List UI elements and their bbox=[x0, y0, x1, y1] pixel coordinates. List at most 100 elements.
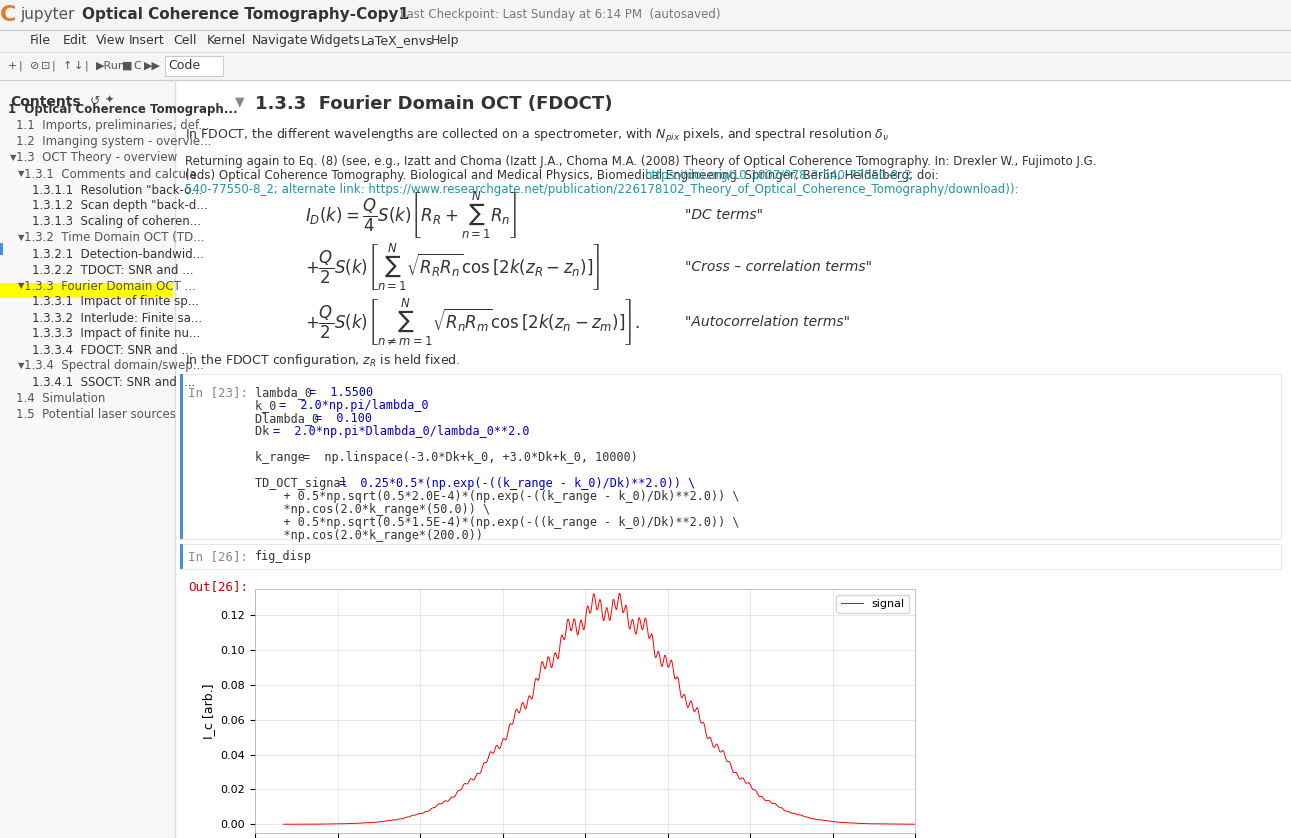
Text: Last Checkpoint: Last Sunday at 6:14 PM  (autosaved): Last Checkpoint: Last Sunday at 6:14 PM … bbox=[400, 8, 720, 22]
Text: 1.3.3.1  Impact of finite sp...: 1.3.3.1 Impact of finite sp... bbox=[32, 296, 199, 308]
Y-axis label: I_c [arb.]: I_c [arb.] bbox=[201, 683, 216, 739]
Text: 1.3.4.1  SSOCT: SNR and l...: 1.3.4.1 SSOCT: SNR and l... bbox=[32, 375, 195, 389]
Text: In [26]:: In [26]: bbox=[188, 550, 248, 563]
Text: In the FDOCT configuration, $z_R$ is held fixed.: In the FDOCT configuration, $z_R$ is hel… bbox=[185, 352, 461, 369]
Bar bbox=[179, 374, 1281, 539]
Text: =  np.linspace(-3.0*Dk+k_0, +3.0*Dk+k_0, 10000): = np.linspace(-3.0*Dk+k_0, +3.0*Dk+k_0, … bbox=[303, 451, 638, 464]
Text: =  0.25*0.5*(np.exp(-((k_range - k_0)/Dk)**2.0)) \: = 0.25*0.5*(np.exp(-((k_range - k_0)/Dk)… bbox=[340, 477, 696, 490]
Text: 1.3.3.2  Interlude: Finite sa...: 1.3.3.2 Interlude: Finite sa... bbox=[32, 312, 203, 324]
Text: "DC terms": "DC terms" bbox=[686, 208, 763, 222]
Text: https://doi.org/10.1007/978-3-540-77550-8_2: https://doi.org/10.1007/978-3-540-77550-… bbox=[646, 169, 913, 182]
Text: Insert: Insert bbox=[128, 34, 164, 48]
Text: ▶Run: ▶Run bbox=[96, 61, 127, 71]
Text: + 0.5*np.sqrt(0.5*2.0E-4)*(np.exp(-((k_range - k_0)/Dk)**2.0)) \: + 0.5*np.sqrt(0.5*2.0E-4)*(np.exp(-((k_r… bbox=[256, 490, 740, 503]
Text: 1.3.1.2  Scan depth "back-d...: 1.3.1.2 Scan depth "back-d... bbox=[32, 199, 208, 213]
Text: Cell: Cell bbox=[173, 34, 198, 48]
Text: $+ \dfrac{Q}{2}S(k)\left[\sum_{n \neq m=1}^{N} \sqrt{R_n R_m}\cos\left[2k(z_n - : $+ \dfrac{Q}{2}S(k)\left[\sum_{n \neq m=… bbox=[305, 297, 640, 348]
Text: lambda_0: lambda_0 bbox=[256, 386, 319, 399]
Text: 1.5  Potential laser sources: 1.5 Potential laser sources bbox=[15, 407, 176, 421]
Text: *np.cos(2.0*k_range*(50.0)) \: *np.cos(2.0*k_range*(50.0)) \ bbox=[256, 503, 491, 516]
Text: File: File bbox=[30, 34, 52, 48]
signal bbox=[302, 819, 318, 829]
signal bbox=[888, 819, 904, 829]
Text: $I_D(k) = \dfrac{Q}{4}S(k)\left[R_R + \sum_{n=1}^{N} R_n\right]$: $I_D(k) = \dfrac{Q}{4}S(k)\left[R_R + \s… bbox=[305, 189, 518, 241]
Text: Contents: Contents bbox=[10, 95, 80, 109]
Text: Edit: Edit bbox=[63, 34, 86, 48]
Text: ▶▶: ▶▶ bbox=[145, 61, 161, 71]
Text: ▼: ▼ bbox=[18, 282, 25, 291]
Text: |: | bbox=[85, 60, 89, 71]
Text: Navigate: Navigate bbox=[252, 34, 309, 48]
Line: signal: signal bbox=[284, 593, 931, 825]
signal bbox=[612, 588, 627, 598]
Text: Dk: Dk bbox=[256, 425, 276, 438]
signal bbox=[403, 811, 418, 821]
Text: Kernel: Kernel bbox=[207, 34, 245, 48]
Text: Code: Code bbox=[168, 59, 200, 73]
Bar bbox=[0, 243, 3, 255]
Text: 1.3.1.1  Resolution "back-o...: 1.3.1.1 Resolution "back-o... bbox=[32, 184, 203, 196]
Text: ✦: ✦ bbox=[105, 95, 115, 105]
Text: 540-77550-8_2; alternate link: https://www.researchgate.net/publication/22617810: 540-77550-8_2; alternate link: https://w… bbox=[185, 183, 1019, 196]
Legend: signal: signal bbox=[837, 594, 909, 613]
Text: k_range: k_range bbox=[256, 451, 312, 464]
Bar bbox=[179, 374, 183, 539]
Text: ■: ■ bbox=[123, 61, 133, 71]
Text: Help: Help bbox=[431, 34, 460, 48]
Bar bbox=[0, 80, 176, 838]
Text: 1.3.1  Comments and calcula...: 1.3.1 Comments and calcula... bbox=[25, 168, 208, 180]
Text: In FDOCT, the different wavelengths are collected on a spectrometer, with $N_{pi: In FDOCT, the different wavelengths are … bbox=[185, 127, 889, 145]
Text: 1.3  OCT Theory - overview: 1.3 OCT Theory - overview bbox=[15, 152, 177, 164]
Text: 1.1  Imports, preliminaries, def...: 1.1 Imports, preliminaries, def... bbox=[15, 120, 209, 132]
signal bbox=[315, 819, 330, 829]
Text: ⊘: ⊘ bbox=[30, 61, 39, 71]
signal bbox=[923, 820, 939, 830]
Text: ▼: ▼ bbox=[18, 234, 25, 242]
Text: C: C bbox=[0, 5, 17, 25]
Bar bbox=[179, 544, 1281, 569]
Text: TD_OCT_signal: TD_OCT_signal bbox=[256, 477, 355, 490]
Text: Out[26]:: Out[26]: bbox=[188, 580, 248, 593]
Text: 1.3.3.3  Impact of finite nu...: 1.3.3.3 Impact of finite nu... bbox=[32, 328, 200, 340]
Text: jupyter: jupyter bbox=[19, 8, 75, 23]
Text: *np.cos(2.0*k_range*(200.0)): *np.cos(2.0*k_range*(200.0)) bbox=[256, 529, 483, 542]
Text: 1.3.2.2  TDOCT: SNR and ...: 1.3.2.2 TDOCT: SNR and ... bbox=[32, 263, 194, 277]
Text: 1.3.1.3  Scaling of coheren...: 1.3.1.3 Scaling of coheren... bbox=[32, 215, 201, 229]
Text: ↑: ↑ bbox=[63, 61, 72, 71]
Text: 1.2  Imanging system - overvie...: 1.2 Imanging system - overvie... bbox=[15, 136, 212, 148]
Text: 1.3.4  Spectral domain/swep...: 1.3.4 Spectral domain/swep... bbox=[25, 360, 204, 373]
Text: "Autocorrelation terms": "Autocorrelation terms" bbox=[686, 315, 849, 329]
Text: ▼: ▼ bbox=[10, 153, 17, 163]
Text: |: | bbox=[52, 60, 56, 71]
signal bbox=[593, 594, 608, 604]
Text: Returning again to Eq. (8) (see, e.g., Izatt and Choma (Izatt J.A., Choma M.A. (: Returning again to Eq. (8) (see, e.g., I… bbox=[185, 155, 1096, 168]
Text: (eds) Optical Coherence Tomography. Biological and Medical Physics, Biomedical E: (eds) Optical Coherence Tomography. Biol… bbox=[185, 169, 939, 182]
Bar bbox=[0, 0, 1291, 30]
Text: 1.3.2  Time Domain OCT (TD...: 1.3.2 Time Domain OCT (TD... bbox=[25, 231, 204, 245]
Text: In [23]:: In [23]: bbox=[188, 386, 248, 399]
Text: 1.4  Simulation: 1.4 Simulation bbox=[15, 391, 106, 405]
Bar bbox=[179, 544, 183, 569]
Text: 1.3.2.1  Detection-bandwid...: 1.3.2.1 Detection-bandwid... bbox=[32, 247, 204, 261]
Text: ⊡: ⊡ bbox=[41, 61, 50, 71]
Text: =  2.0*np.pi*Dlambda_0/lambda_0**2.0: = 2.0*np.pi*Dlambda_0/lambda_0**2.0 bbox=[272, 425, 529, 438]
Text: fig_disp: fig_disp bbox=[256, 550, 312, 563]
Text: |: | bbox=[19, 60, 23, 71]
Text: + 0.5*np.sqrt(0.5*1.5E-4)*(np.exp(-((k_range - k_0)/Dk)**2.0)) \: + 0.5*np.sqrt(0.5*1.5E-4)*(np.exp(-((k_r… bbox=[256, 516, 740, 529]
Text: =  0.100: = 0.100 bbox=[315, 412, 372, 425]
Text: ▼: ▼ bbox=[18, 169, 25, 178]
Bar bbox=[165, 56, 223, 76]
signal bbox=[276, 820, 292, 830]
Text: +: + bbox=[8, 61, 17, 71]
Text: View: View bbox=[96, 34, 125, 48]
Text: k_0: k_0 bbox=[256, 399, 284, 412]
Bar bbox=[0, 52, 1291, 80]
Text: 1  Optical Coherence Tomograph...: 1 Optical Coherence Tomograph... bbox=[8, 104, 238, 116]
Text: ↺: ↺ bbox=[90, 95, 101, 108]
Bar bbox=[0, 283, 173, 298]
Text: ▼: ▼ bbox=[235, 95, 244, 108]
Text: ↓: ↓ bbox=[74, 61, 84, 71]
Text: Dlambda_0: Dlambda_0 bbox=[256, 412, 327, 425]
Text: C: C bbox=[133, 61, 141, 71]
Text: =  2.0*np.pi/lambda_0: = 2.0*np.pi/lambda_0 bbox=[279, 399, 429, 412]
